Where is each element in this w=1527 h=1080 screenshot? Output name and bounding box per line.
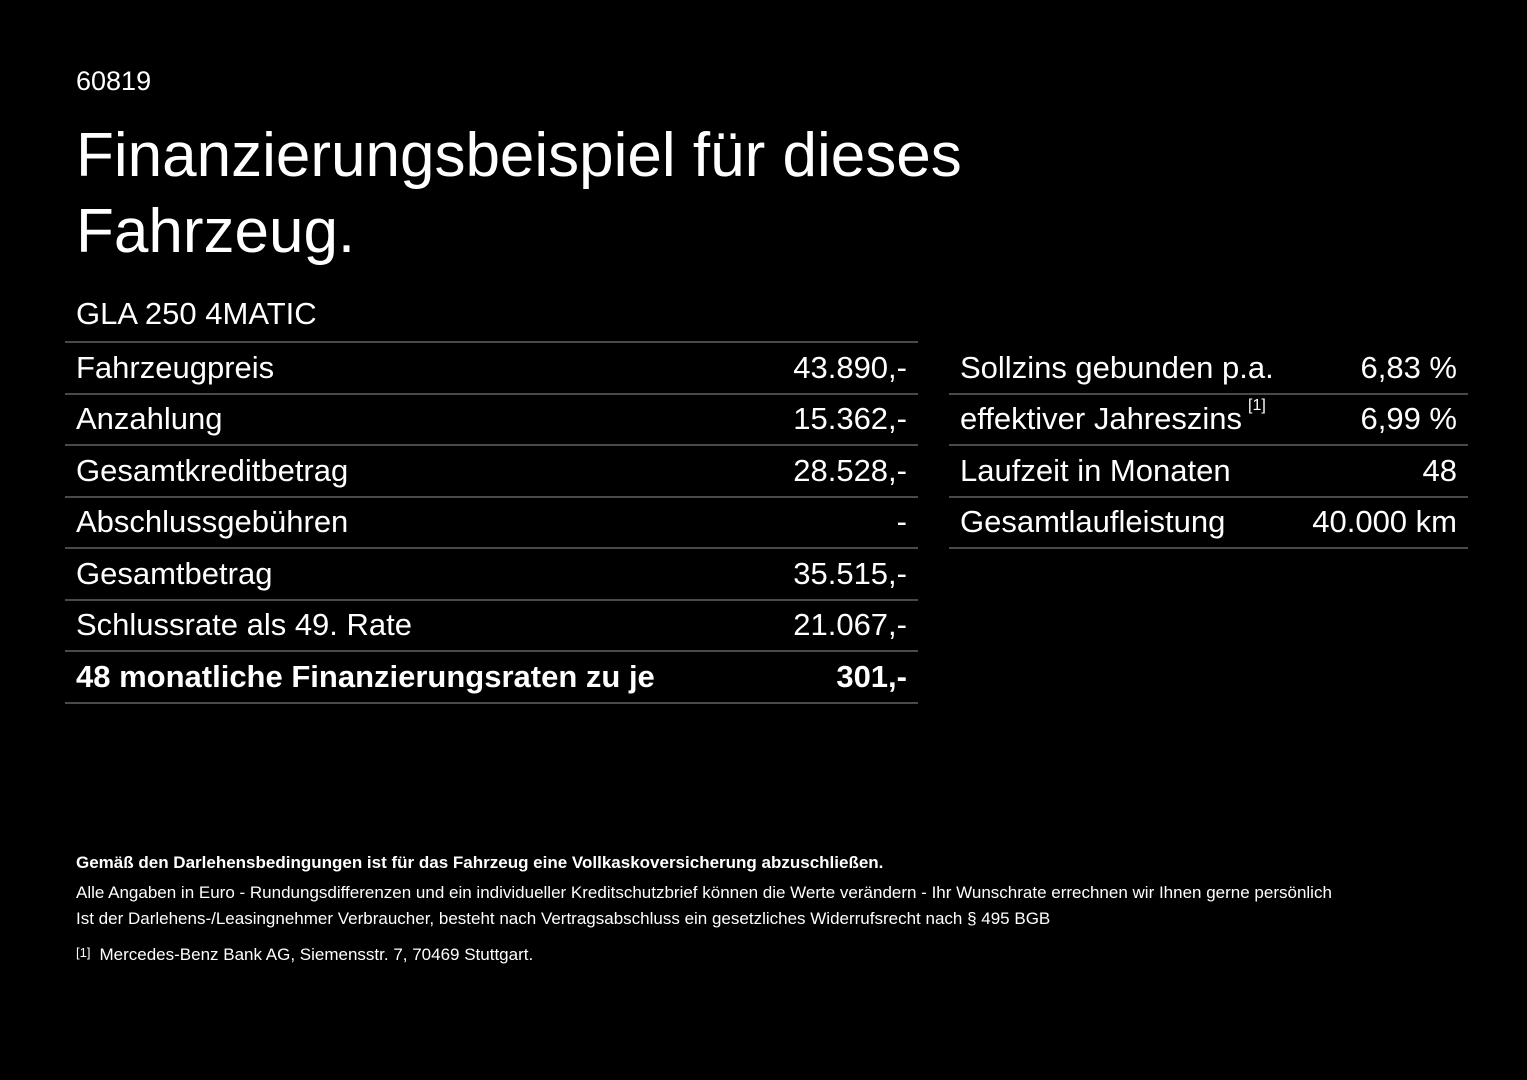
table-row: Abschlussgebühren - [65, 498, 918, 549]
label-text: Abschlussgebühren [76, 504, 349, 540]
label-text: Sollzins gebunden p.a. [960, 349, 1274, 385]
row-value: 6,99 % [1360, 401, 1457, 437]
right-table: Sollzins gebunden p.a. 6,83 % effektiver J… [949, 343, 1468, 549]
row-label: Sollzins gebunden p.a. [960, 350, 1274, 386]
title: Finanzierungsbeispiel für dieses Fahrzeu… [76, 121, 962, 266]
row-label: Gesamtlaufleistung [960, 504, 1225, 540]
label-text: Anzahlung [76, 401, 223, 437]
table-row: Gesamtbetrag 35.515,- [65, 549, 918, 601]
row-label: Fahrzeugpreis [76, 350, 274, 386]
label-text: Schlussrate als 49. Rate [76, 607, 413, 643]
footnote-ref: [1] [76, 945, 91, 960]
model: GLA 250 4MATIC [76, 296, 317, 331]
footnote: [1] Mercedes-Benz Bank AG, Siemensstr. 7,… [76, 945, 533, 965]
row-value: - [896, 504, 907, 540]
left-table: Fahrzeugpreis 43.890,- Anzahlung 15.362,- Ge… [65, 341, 918, 704]
row-value: 6,83 % [1360, 349, 1457, 385]
footer-line: Ist der Darlehens-/Leasingnehmer Verbrau… [76, 909, 1051, 928]
label-text: Gesamtlaufleistung [960, 504, 1226, 540]
table-row: 48 monatliche Finanzierungsraten zu je 30… [65, 652, 918, 704]
table-row: Schlussrate als 49. Rate 21.067,- [65, 601, 918, 652]
row-label: Gesamtkreditbetrag [76, 453, 348, 489]
row-value: 28.528,- [793, 452, 907, 488]
row-value: 43.890,- [793, 349, 907, 385]
label-text: effektiver Jahreszins [960, 401, 1242, 437]
table-row: Gesamtkreditbetrag 28.528,- [65, 446, 918, 498]
row-value: 48 [1422, 452, 1457, 488]
label-text: Laufzeit in Monaten [960, 452, 1231, 488]
footnote-text: Mercedes-Benz Bank AG, Siemensstr. 7, 70… [99, 945, 534, 964]
label-text: Fahrzeugpreis [76, 349, 275, 385]
row-label: Anzahlung [76, 401, 223, 437]
code: 60819 [76, 66, 152, 96]
table-row: effektiver Jahreszins [1] 6,99 % [949, 395, 1468, 446]
row-label: Schlussrate als 49. Rate [76, 607, 412, 643]
table-row: Gesamtlaufleistung 40.000 km [949, 498, 1468, 549]
row-value: 21.067,- [793, 607, 907, 643]
label-text: Gesamtkreditbetrag [76, 452, 349, 488]
row-value: 301,- [836, 658, 907, 694]
label-text: 48 monatliche Finanzierungsraten zu je [76, 658, 655, 694]
footnote-ref: [1] [1248, 397, 1266, 415]
row-label: Gesamtbetrag [76, 556, 272, 592]
row-label: Laufzeit in Monaten [960, 453, 1231, 489]
row-label: effektiver Jahreszins [1] [960, 397, 1266, 437]
row-value: 40.000 km [1312, 504, 1457, 540]
row-value: 15.362,- [793, 401, 907, 437]
row-value: 35.515,- [793, 555, 907, 591]
table-row: Anzahlung 15.362,- [65, 395, 918, 446]
row-label: 48 monatliche Finanzierungsraten zu je [76, 659, 655, 695]
label-text: Gesamtbetrag [76, 555, 273, 591]
footer-line: Alle Angaben in Euro - Rundungsdifferenz… [76, 883, 1332, 902]
notice: Gemäß den Darlehensbedingungen ist für d… [76, 853, 884, 872]
row-label: Abschlussgebühren [76, 504, 348, 540]
table-row: Fahrzeugpreis 43.890,- [65, 343, 918, 395]
table-row: Laufzeit in Monaten 48 [949, 446, 1468, 498]
table-row: Sollzins gebunden p.a. 6,83 % [949, 343, 1468, 395]
